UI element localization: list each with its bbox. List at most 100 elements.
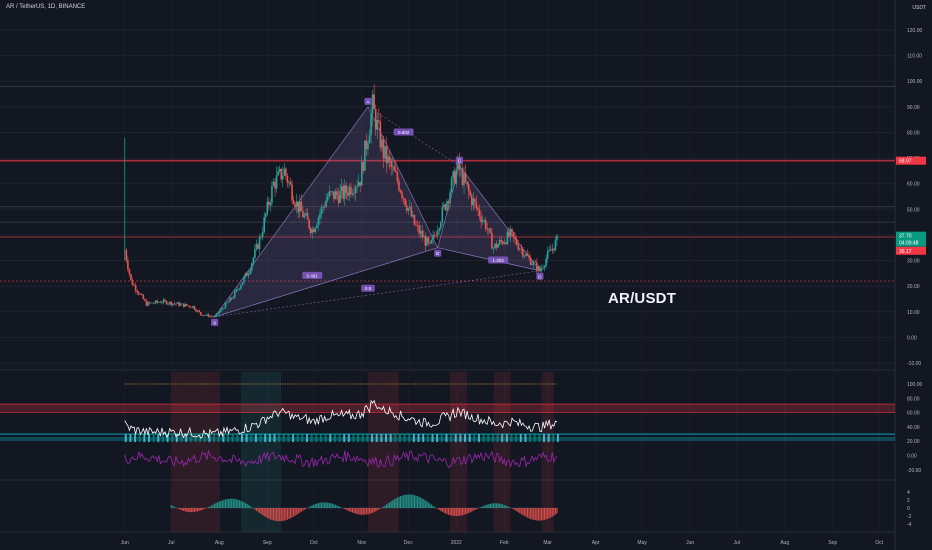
time-tick: Nov: [357, 540, 366, 546]
candle-body: [243, 276, 245, 283]
macd-bar: [444, 508, 447, 514]
macd-bar: [540, 508, 543, 521]
candle-body: [271, 185, 273, 203]
ratio-label: 0.8: [365, 286, 372, 291]
candle-body: [139, 293, 142, 295]
macd-bar: [432, 505, 434, 508]
macd-bar: [350, 508, 352, 513]
macd-bar: [316, 503, 318, 508]
candle-body: [401, 192, 403, 198]
symbol-header[interactable]: AR / TetherUS, 1D, BINANCE: [6, 4, 86, 10]
candle-body: [179, 303, 182, 306]
macd-bar: [272, 508, 275, 521]
point-label-x-bg: [211, 318, 219, 326]
macd-bar: [536, 508, 538, 521]
candle-body: [195, 309, 197, 312]
candle-body: [158, 302, 160, 303]
teal-bar: [148, 434, 151, 443]
candle-body: [235, 289, 238, 292]
candle-body: [216, 313, 219, 315]
candle-body: [543, 265, 546, 268]
macd-bar: [245, 503, 247, 508]
macd-bar: [362, 508, 364, 515]
macd-bar: [215, 503, 217, 508]
candle-body: [153, 303, 156, 304]
macd-bar: [525, 508, 527, 517]
candle-body: [399, 190, 402, 193]
ratio-label-bg: [488, 256, 509, 264]
macd-bar: [438, 508, 440, 511]
time-axis[interactable]: Jun Jul Aug Sep Oct Nov Dec 2022 Feb Mar Apr May Jun…: [121, 540, 884, 546]
candle-body: [141, 293, 143, 295]
teal-bar: [338, 434, 341, 443]
candle-body: [526, 253, 529, 256]
macd-bar: [441, 508, 443, 512]
teal-bar: [496, 434, 499, 443]
candle-body: [281, 175, 284, 180]
signal-zone: [541, 372, 554, 532]
candle-body: [295, 201, 298, 207]
candle-body: [480, 216, 482, 223]
macd-bar: [454, 508, 456, 516]
candle-body: [546, 251, 549, 259]
macd-bar: [187, 508, 189, 512]
candle-body: [252, 257, 255, 264]
macd-bar: [421, 498, 423, 508]
candle-body: [336, 191, 338, 196]
teal-bar: [310, 434, 313, 443]
macd-bar: [279, 508, 281, 522]
macd-bar: [547, 508, 549, 519]
teal-bar: [254, 434, 257, 443]
macd-bar: [426, 501, 428, 508]
candle-body: [181, 303, 183, 305]
teal-bar: [324, 434, 327, 443]
rsi-tick: 80.00: [907, 396, 920, 402]
teal-bar: [422, 434, 425, 443]
macd-bar: [451, 508, 453, 516]
teal-bar: [533, 434, 536, 443]
candle-body: [388, 156, 391, 162]
macd-bar: [190, 508, 192, 513]
candle-body: [311, 229, 314, 234]
price-tag: 37.70: [899, 234, 912, 240]
macd-bar: [539, 508, 541, 521]
candles: [123, 84, 558, 318]
candle-body: [156, 300, 159, 303]
macd-bar: [429, 503, 431, 508]
candle-body: [429, 242, 431, 244]
candle-body: [289, 182, 292, 185]
candle-body: [472, 198, 475, 206]
candle-body: [154, 300, 157, 304]
macd-bar: [396, 497, 399, 508]
candle-body: [151, 302, 154, 304]
candle-body: [258, 237, 261, 250]
candle-body: [481, 220, 484, 223]
macd-bar: [285, 508, 287, 521]
candle-body: [162, 299, 165, 303]
macd-bar: [243, 502, 245, 508]
candle-body: [319, 213, 321, 218]
time-tick: Sep: [263, 540, 272, 546]
macd-bar: [483, 505, 485, 508]
macd-bar: [409, 494, 411, 508]
macd-bar: [274, 508, 276, 521]
candle-body: [192, 306, 194, 308]
macd-bar: [491, 503, 493, 508]
teal-bar: [171, 434, 174, 443]
macd-bar: [449, 508, 451, 516]
teal-bar: [454, 434, 457, 443]
candle-body: [441, 206, 444, 223]
candle-body: [435, 235, 437, 236]
candle-body: [432, 234, 434, 240]
macd-bar: [412, 494, 414, 508]
candle-body: [374, 108, 377, 130]
candle-body: [264, 213, 267, 218]
candle-body: [353, 193, 355, 194]
candle-body: [418, 225, 420, 234]
macd-bar: [446, 508, 448, 515]
candle-body: [266, 201, 269, 214]
macd-bar: [480, 507, 482, 508]
macd-bar: [463, 508, 465, 515]
